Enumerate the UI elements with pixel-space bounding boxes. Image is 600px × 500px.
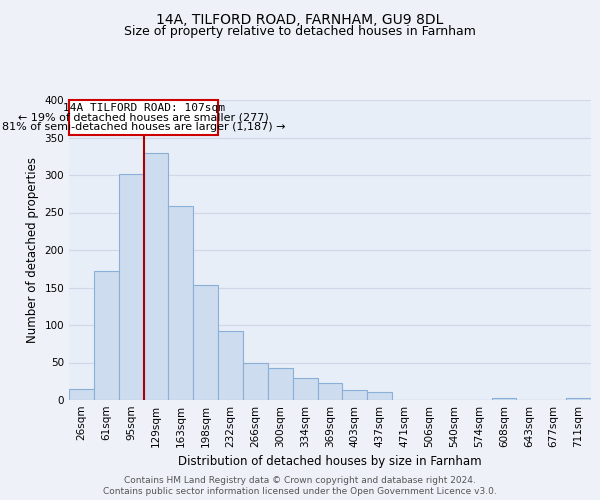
Bar (343, 390, 367, 400)
Bar (169, 206, 193, 400)
Bar (243, 362, 268, 400)
Bar (119, 174, 143, 400)
Text: 14A TILFORD ROAD: 107sqm: 14A TILFORD ROAD: 107sqm (63, 103, 225, 113)
Text: ← 19% of detached houses are smaller (277): ← 19% of detached houses are smaller (27… (19, 113, 269, 122)
Bar (193, 285, 218, 400)
Y-axis label: Number of detached properties: Number of detached properties (26, 157, 39, 343)
Bar (268, 368, 293, 400)
Text: Size of property relative to detached houses in Farnham: Size of property relative to detached ho… (124, 25, 476, 38)
Bar (94, 271, 119, 400)
Bar (566, 398, 591, 400)
Bar (143, 152, 169, 400)
Bar (293, 378, 317, 400)
X-axis label: Distribution of detached houses by size in Farnham: Distribution of detached houses by size … (178, 456, 482, 468)
Bar (218, 331, 243, 400)
Text: Contains HM Land Registry data © Crown copyright and database right 2024.: Contains HM Land Registry data © Crown c… (124, 476, 476, 485)
Bar (491, 398, 517, 400)
Text: 81% of semi-detached houses are larger (1,187) →: 81% of semi-detached houses are larger (… (2, 122, 286, 132)
FancyBboxPatch shape (70, 100, 218, 135)
Text: 14A, TILFORD ROAD, FARNHAM, GU9 8DL: 14A, TILFORD ROAD, FARNHAM, GU9 8DL (157, 12, 443, 26)
Text: Contains public sector information licensed under the Open Government Licence v3: Contains public sector information licen… (103, 488, 497, 496)
Bar (69, 389, 94, 400)
Bar (317, 383, 343, 400)
Bar (367, 392, 392, 400)
